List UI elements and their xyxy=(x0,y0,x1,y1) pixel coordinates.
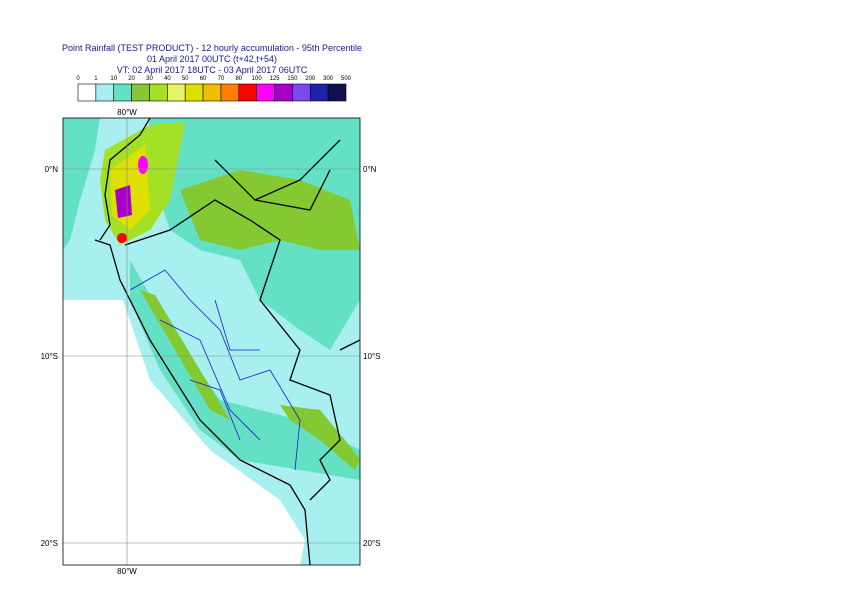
legend-label: 150 xyxy=(287,76,298,82)
lon-label: 80°W xyxy=(117,567,137,576)
legend-label: 70 xyxy=(218,76,225,82)
coastline xyxy=(94,239,311,565)
lat-label: 10°S xyxy=(41,352,58,361)
lat-label: 0°N xyxy=(45,165,59,174)
legend-swatch xyxy=(184,83,204,102)
legend-label: 10 xyxy=(110,76,117,82)
lat-label: 20°S xyxy=(363,539,380,548)
legend-label: 125 xyxy=(270,76,281,82)
ocean xyxy=(123,300,305,565)
ocean xyxy=(63,300,123,565)
legend-label: 30 xyxy=(146,76,153,82)
legend-swatch xyxy=(274,83,293,102)
legend: 0 1 10 20 30 40 50 60 70 80 100 125 150 200 300 500 xyxy=(76,76,352,102)
legend-label: 20 xyxy=(128,76,135,82)
subtitle: VT: 02 April 2017 18UTC - 03 April 2017 … xyxy=(117,65,308,75)
subtitle: 01 April 2017 00UTC (t+42,t+54) xyxy=(147,54,277,64)
legend-swatch xyxy=(113,83,132,102)
legend-label: 1 xyxy=(94,76,98,82)
legend-label: 60 xyxy=(200,76,207,82)
legend-swatch xyxy=(95,83,115,102)
lat-label: 0°N xyxy=(363,165,377,174)
frame xyxy=(62,117,361,566)
lat-label: 20°S xyxy=(41,539,58,548)
legend-swatch xyxy=(167,83,186,102)
map xyxy=(63,118,360,565)
field xyxy=(115,185,132,218)
legend-swatch xyxy=(131,83,150,102)
legend-label: 500 xyxy=(341,76,352,82)
legend-swatch xyxy=(238,83,257,102)
legend-swatch xyxy=(220,83,240,102)
field xyxy=(63,118,100,250)
legend-label: 80 xyxy=(235,76,242,82)
lon-label: 80°W xyxy=(117,108,137,117)
title: Point Rainfall (TEST PRODUCT) - 12 hourl… xyxy=(62,43,362,53)
legend-swatch xyxy=(77,83,97,102)
legend-swatch xyxy=(256,83,275,102)
legend-label: 200 xyxy=(305,76,316,82)
legend-swatch xyxy=(292,83,311,102)
legend-swatch xyxy=(149,83,168,102)
legend-swatch xyxy=(309,83,329,102)
legend-label: 50 xyxy=(182,76,189,82)
legend-label: 100 xyxy=(252,76,263,82)
lat-label: 10°S xyxy=(363,352,380,361)
field xyxy=(138,156,148,174)
field xyxy=(117,233,127,243)
legend-label: 300 xyxy=(323,76,334,82)
legend-label: 0 xyxy=(76,76,80,82)
legend-swatch xyxy=(327,83,347,102)
field xyxy=(140,290,230,420)
legend-label: 40 xyxy=(164,76,171,82)
region-border xyxy=(129,269,301,471)
field xyxy=(180,170,360,250)
border xyxy=(99,118,360,501)
legend-swatch xyxy=(202,83,222,102)
